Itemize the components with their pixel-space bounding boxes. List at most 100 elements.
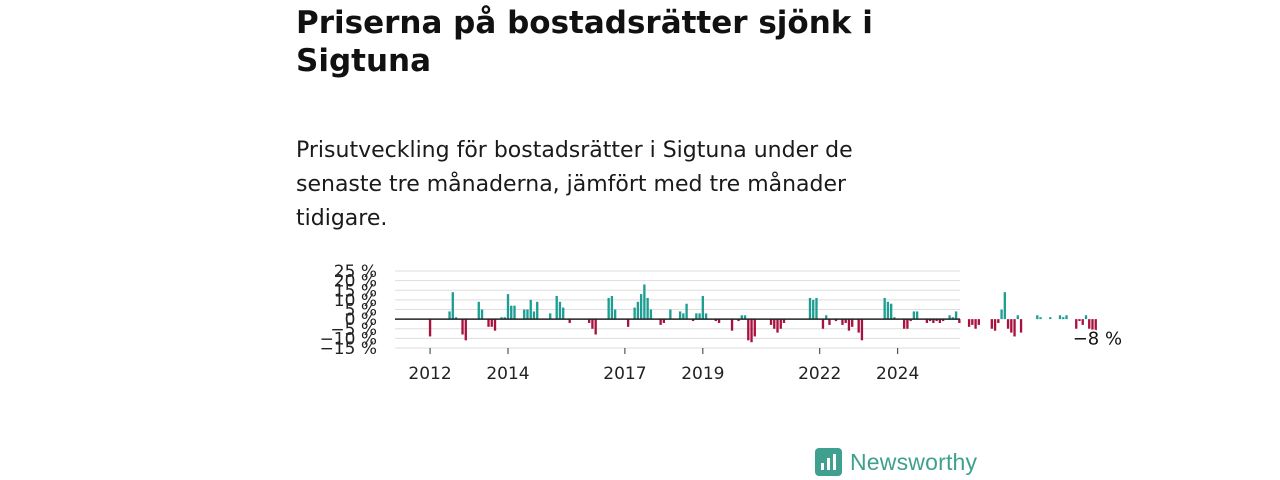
x-tick-label: 2022 (798, 364, 841, 384)
bar (1013, 319, 1016, 337)
bar (536, 301, 539, 320)
bar (1058, 315, 1062, 320)
bar (967, 319, 971, 327)
newsworthy-logo: Newsworthy (815, 446, 977, 478)
grid-lines (395, 270, 960, 349)
bar (1062, 317, 1065, 320)
bar (704, 313, 708, 320)
bar (948, 315, 951, 320)
bar (588, 319, 591, 323)
bar (701, 296, 704, 320)
bar (698, 313, 701, 320)
bar (932, 319, 935, 323)
bar (951, 317, 955, 320)
bar (886, 301, 890, 320)
bar (717, 319, 721, 323)
bar (737, 319, 740, 322)
bar (1016, 315, 1019, 320)
bar (669, 309, 672, 320)
bar (1010, 319, 1013, 333)
bar (893, 317, 896, 320)
bar (834, 319, 838, 322)
bar (769, 319, 773, 325)
bar (1065, 315, 1068, 320)
bar (639, 294, 643, 320)
bar (954, 311, 958, 320)
x-tick-label: 2012 (408, 364, 451, 384)
bar (844, 319, 847, 323)
newsworthy-logo-icon (815, 448, 842, 476)
bar (626, 319, 630, 327)
bar (477, 301, 480, 320)
bar (815, 297, 818, 320)
bar (464, 319, 467, 341)
bar (909, 319, 912, 322)
bars (428, 284, 1097, 343)
bar (714, 319, 717, 322)
bar (493, 319, 497, 331)
bar (529, 299, 532, 320)
bar (773, 319, 776, 329)
bar (997, 319, 1000, 323)
bar (740, 315, 743, 320)
bar (747, 319, 750, 341)
bar (503, 317, 506, 320)
bar (730, 319, 734, 331)
bar (646, 297, 649, 320)
y-tick-label: 15 % (334, 281, 377, 301)
bar (974, 319, 977, 329)
bar (912, 311, 916, 320)
bar (915, 311, 919, 320)
bar (659, 319, 662, 325)
bar (883, 297, 886, 320)
bar (480, 309, 484, 320)
bar (925, 319, 929, 323)
y-tick-label: 20 % (334, 272, 377, 292)
bar (558, 301, 562, 320)
bar (851, 319, 854, 327)
bar (902, 319, 906, 329)
bar (682, 313, 685, 320)
bar (1088, 319, 1091, 329)
bar (526, 309, 529, 320)
chart-subtitle: Prisutveckling för bostadsrätter i Sigtu… (296, 138, 853, 231)
bar (695, 313, 698, 320)
bar (1039, 317, 1042, 320)
bar (776, 319, 779, 333)
bar (500, 317, 503, 320)
y-tick-label: 0 % (345, 310, 377, 330)
bar (812, 299, 815, 320)
bar (510, 305, 513, 320)
x-tick-label: 2014 (486, 364, 529, 384)
bar (428, 319, 432, 337)
bar (753, 319, 756, 337)
bar (568, 319, 571, 323)
bar (1000, 309, 1003, 320)
bar (451, 292, 454, 320)
bar (847, 319, 851, 331)
bar (1036, 315, 1039, 320)
bar (750, 319, 753, 343)
bar (938, 319, 942, 323)
bar (610, 296, 614, 320)
bar (993, 319, 997, 331)
chart-title: Priserna på bostadsrätter sjönk i Sigtun… (296, 5, 873, 79)
bar (562, 307, 565, 320)
y-tick-label: 5 % (345, 301, 377, 321)
bar (1094, 319, 1097, 335)
bar (454, 317, 458, 320)
bar (889, 303, 893, 320)
bar (857, 319, 860, 333)
x-axis: 2012 2014 2017 2019 2022 2024 (408, 348, 919, 384)
bar (1081, 319, 1084, 325)
bar (743, 315, 747, 320)
bar (490, 319, 493, 327)
bar (678, 311, 682, 320)
bar (860, 319, 864, 341)
bar (448, 311, 451, 320)
y-tick-label: −5 % (330, 320, 377, 340)
bar (977, 319, 981, 325)
bar (662, 319, 666, 323)
bar (1019, 319, 1023, 333)
x-tick-label: 2017 (603, 364, 646, 384)
